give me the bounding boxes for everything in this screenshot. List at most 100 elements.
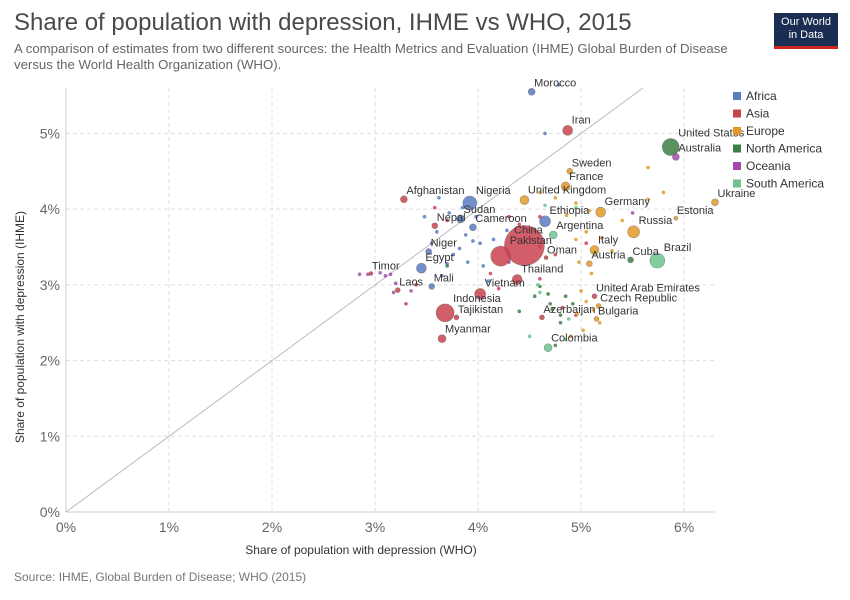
data-point[interactable] (388, 272, 393, 277)
data-point[interactable] (368, 271, 374, 276)
data-point[interactable] (543, 203, 547, 208)
data-point[interactable] (511, 274, 523, 285)
data-point[interactable] (463, 233, 468, 237)
data-point[interactable] (465, 260, 470, 264)
data-point[interactable] (488, 271, 493, 276)
data-point[interactable] (553, 343, 558, 348)
data-point[interactable] (456, 214, 465, 224)
data-point[interactable] (543, 343, 553, 353)
legend-label[interactable]: North America (746, 142, 822, 156)
data-point[interactable] (437, 334, 447, 343)
data-point[interactable] (445, 218, 449, 223)
data-point[interactable] (584, 299, 589, 304)
data-point[interactable] (566, 167, 574, 175)
data-point[interactable] (428, 283, 436, 290)
data-point[interactable] (586, 260, 593, 267)
data-point[interactable] (457, 246, 462, 251)
data-point[interactable] (404, 301, 408, 306)
data-point[interactable] (378, 270, 382, 275)
data-point[interactable] (563, 337, 568, 342)
data-point[interactable] (491, 237, 496, 242)
data-point[interactable] (560, 181, 571, 192)
data-point[interactable] (490, 245, 512, 267)
data-point[interactable] (577, 260, 581, 264)
data-point[interactable] (646, 197, 650, 202)
data-point[interactable] (620, 218, 625, 223)
data-point[interactable] (574, 201, 578, 205)
data-point[interactable] (548, 230, 558, 240)
data-point[interactable] (481, 264, 486, 268)
data-point[interactable] (661, 190, 666, 195)
data-point[interactable] (558, 313, 563, 317)
data-point[interactable] (400, 195, 408, 204)
data-point[interactable] (589, 271, 594, 276)
data-point[interactable] (543, 131, 547, 136)
data-point[interactable] (431, 222, 439, 230)
legend-label[interactable]: Europe (746, 124, 785, 138)
data-point[interactable] (539, 215, 551, 228)
data-point[interactable] (435, 230, 439, 234)
data-point[interactable] (474, 214, 478, 219)
data-point[interactable] (627, 256, 634, 264)
data-point[interactable] (584, 241, 589, 246)
data-point[interactable] (527, 334, 532, 339)
data-point[interactable] (391, 290, 396, 295)
data-point[interactable] (630, 211, 635, 215)
data-point[interactable] (575, 311, 579, 316)
data-point[interactable] (532, 294, 537, 299)
data-point[interactable] (432, 205, 437, 210)
data-point[interactable] (553, 195, 558, 200)
data-point[interactable] (672, 153, 680, 161)
data-point[interactable] (429, 241, 434, 246)
data-point[interactable] (646, 165, 650, 170)
data-point[interactable] (556, 83, 561, 87)
data-point[interactable] (599, 236, 604, 240)
data-point[interactable] (562, 125, 573, 136)
data-point[interactable] (437, 195, 441, 200)
legend-label[interactable]: South America (746, 177, 824, 191)
legend-label[interactable]: Africa (746, 89, 777, 103)
data-point[interactable] (435, 303, 455, 323)
data-point[interactable] (593, 316, 600, 322)
data-point[interactable] (558, 320, 563, 325)
data-point[interactable] (416, 262, 427, 274)
data-point[interactable] (568, 334, 573, 339)
data-point[interactable] (711, 198, 719, 207)
data-point[interactable] (504, 225, 545, 266)
data-point[interactable] (595, 303, 602, 309)
data-point[interactable] (571, 301, 575, 306)
data-point[interactable] (579, 289, 583, 293)
data-point[interactable] (469, 223, 477, 232)
data-point[interactable] (383, 273, 388, 278)
data-point[interactable] (519, 195, 530, 205)
data-point[interactable] (538, 290, 542, 295)
legend-label[interactable]: Asia (746, 107, 770, 121)
data-point[interactable] (564, 213, 569, 217)
data-point[interactable] (517, 309, 522, 314)
data-point[interactable] (574, 237, 578, 242)
data-point[interactable] (453, 314, 460, 321)
data-point[interactable] (451, 252, 456, 257)
data-point[interactable] (422, 214, 427, 219)
data-point[interactable] (595, 206, 606, 218)
data-point[interactable] (550, 307, 555, 311)
data-point[interactable] (507, 214, 511, 219)
owid-logo[interactable]: Our World in Data (774, 13, 838, 49)
data-point[interactable] (496, 286, 501, 291)
data-point[interactable] (486, 279, 491, 283)
data-point[interactable] (539, 314, 545, 321)
data-point[interactable] (536, 283, 540, 287)
data-point[interactable] (560, 305, 565, 310)
data-point[interactable] (393, 281, 398, 286)
data-point[interactable] (505, 228, 509, 233)
data-point[interactable] (394, 287, 401, 293)
data-point[interactable] (357, 272, 362, 277)
data-point[interactable] (538, 190, 542, 195)
data-point[interactable] (673, 215, 679, 221)
data-point[interactable] (474, 288, 486, 300)
data-point[interactable] (661, 138, 680, 156)
data-point[interactable] (409, 289, 413, 293)
data-point[interactable] (584, 230, 589, 234)
data-point[interactable] (610, 248, 614, 253)
data-point[interactable] (566, 317, 571, 321)
